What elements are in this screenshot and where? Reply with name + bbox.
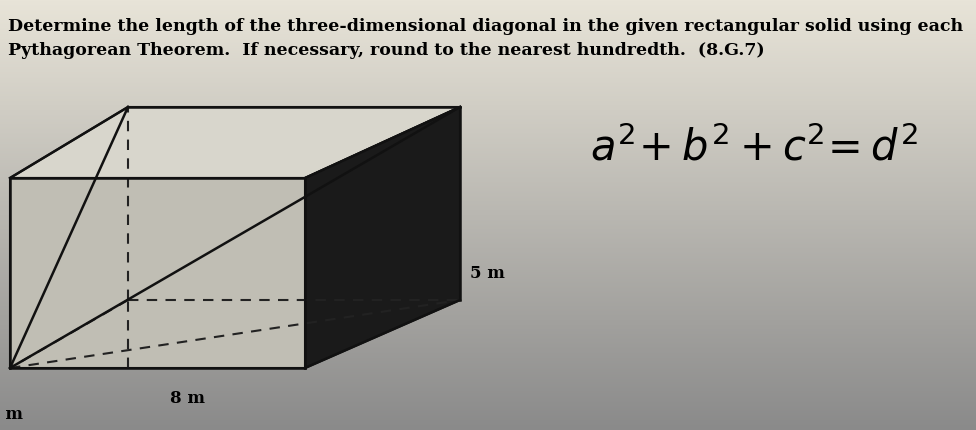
Text: $a^2\!+b^2+c^2\!=d^2$: $a^2\!+b^2+c^2\!=d^2$ <box>590 127 918 169</box>
Text: 8 m: 8 m <box>170 390 205 407</box>
Text: 8 m: 8 m <box>0 406 22 423</box>
Text: Pythagorean Theorem.  If necessary, round to the nearest hundredth.  (8.G.7): Pythagorean Theorem. If necessary, round… <box>8 42 764 59</box>
Polygon shape <box>10 107 460 178</box>
Polygon shape <box>305 107 460 368</box>
Text: 5 m: 5 m <box>470 264 505 282</box>
Text: Determine the length of the three-dimensional diagonal in the given rectangular : Determine the length of the three-dimens… <box>8 18 963 35</box>
Polygon shape <box>10 178 305 368</box>
